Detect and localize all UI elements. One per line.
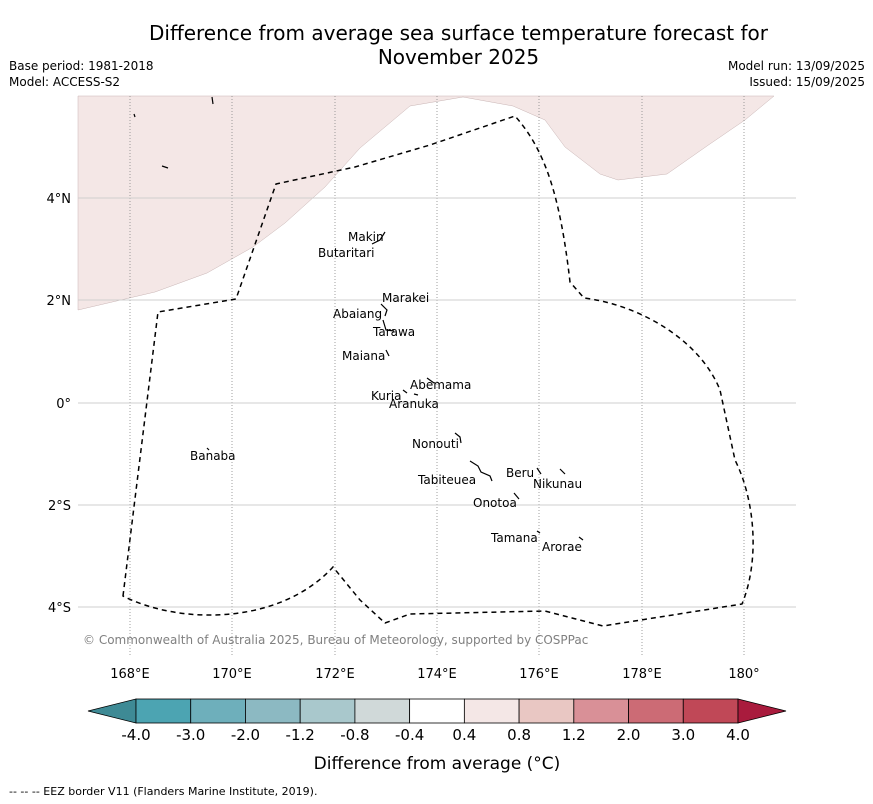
lat-gridlines xyxy=(78,197,796,608)
island-label: Abaiang xyxy=(333,307,382,321)
lat-tick-labels: 4°N 2°N 0° 2°S 4°S xyxy=(47,192,72,616)
colorbar-segment xyxy=(245,698,301,724)
colorbar-segment xyxy=(628,698,684,724)
colorbar-segment xyxy=(518,698,575,724)
lat-tick-label: 4°N xyxy=(47,192,72,207)
colorbar-segment xyxy=(190,698,246,724)
island-outline xyxy=(513,492,520,500)
island-label: Kuria xyxy=(371,389,402,403)
colorbar-segment xyxy=(354,698,411,724)
island-outline xyxy=(536,467,542,475)
lon-gridlines xyxy=(129,96,745,656)
lat-tick-label: 0° xyxy=(56,397,71,412)
colorbar-tick-label: 3.0 xyxy=(671,726,695,744)
colorbar-tick-label: -3.0 xyxy=(176,726,205,744)
colorbar xyxy=(87,698,787,724)
colorbar-tick-label: -0.4 xyxy=(395,726,424,744)
lon-tick-label: 176°E xyxy=(519,667,559,682)
lat-tick-label: 4°S xyxy=(48,601,71,616)
island-outline xyxy=(206,447,210,451)
colorbar-segment xyxy=(463,698,520,724)
model-run: Model run: 13/09/2025 xyxy=(727,59,865,73)
island-outline xyxy=(402,389,419,396)
colorbar-segment xyxy=(409,698,465,724)
island-label: Tabiteuea xyxy=(417,473,476,487)
island-outlines xyxy=(133,96,584,541)
model-name: Model: ACCESS-S2 xyxy=(9,75,121,89)
map-title: Difference from average sea surface temp… xyxy=(148,21,768,69)
colorbar-tick-label: -0.8 xyxy=(340,726,369,744)
anomaly-shading xyxy=(77,95,775,311)
colorbar-tick-label: -1.2 xyxy=(286,726,315,744)
island-outline xyxy=(211,96,214,105)
island-outline xyxy=(454,432,462,444)
island-outline xyxy=(382,319,395,332)
colorbar-extend-low xyxy=(87,698,137,724)
colorbar-tick-label: -2.0 xyxy=(231,726,260,744)
base-period: Base period: 1981-2018 xyxy=(9,59,154,73)
island-outline xyxy=(536,530,541,534)
colorbar-extend-high xyxy=(737,698,787,724)
lon-tick-label: 180° xyxy=(728,667,759,682)
island-outline xyxy=(385,349,390,357)
island-labels: Makin Butaritari Marakei Abaiang Tarawa … xyxy=(190,230,582,554)
island-label: Butaritari xyxy=(318,246,375,260)
lat-tick-label: 2°S xyxy=(48,499,71,514)
island-label: Marakei xyxy=(382,291,429,305)
colorbar-segment xyxy=(299,698,356,724)
colorbar-tick-label: 0.8 xyxy=(507,726,531,744)
issued-date: Issued: 15/09/2025 xyxy=(749,75,865,89)
colorbar-tick-label: -4.0 xyxy=(121,726,150,744)
colorbar-title: Difference from average (°C) xyxy=(314,754,561,774)
colorbar-segment xyxy=(135,698,192,724)
meta-left: Base period: 1981-2018 Model: ACCESS-S2 xyxy=(9,58,154,90)
island-label: Onotoa xyxy=(473,496,517,510)
island-label: Nonouti xyxy=(412,437,459,451)
island-label: Banaba xyxy=(190,449,236,463)
eez-border xyxy=(122,115,754,627)
island-label: Tamana xyxy=(490,531,538,545)
lat-tick-label: 2°N xyxy=(47,294,72,309)
island-outline xyxy=(426,377,435,384)
colorbar-segment xyxy=(573,698,629,724)
lon-tick-labels: 168°E 170°E 172°E 174°E 176°E 178°E 180° xyxy=(110,667,759,682)
colorbar-tick-label: 1.2 xyxy=(562,726,586,744)
island-outline xyxy=(469,460,493,482)
island-label: Tarawa xyxy=(372,325,415,339)
island-outline xyxy=(161,165,169,169)
lon-tick-label: 178°E xyxy=(622,667,662,682)
copyright-text: © Commonwealth of Australia 2025, Bureau… xyxy=(83,633,588,647)
colorbar-segment xyxy=(682,698,739,724)
colorbar-tick-label: 4.0 xyxy=(726,726,750,744)
colorbar-labels: -4.0 -3.0 -2.0 -1.2 -0.8 -0.4 0.4 0.8 1.2 2.0 3.0 4… xyxy=(121,726,750,744)
lon-tick-label: 174°E xyxy=(417,667,457,682)
lon-tick-label: 172°E xyxy=(315,667,355,682)
island-label: Arorae xyxy=(542,540,582,554)
eez-legend-note: -- -- -- EEZ border V11 (Flanders Marine… xyxy=(9,785,318,798)
island-outline xyxy=(578,536,584,541)
island-label: Abemama xyxy=(410,378,471,392)
island-label: Aranuka xyxy=(389,397,439,411)
island-outline xyxy=(380,303,388,317)
island-outline xyxy=(371,231,386,245)
colorbar-tick-label: 2.0 xyxy=(617,726,641,744)
island-label: Makin xyxy=(348,230,384,244)
island-label: Beru xyxy=(506,466,534,480)
meta-right: Model run: 13/09/2025 Issued: 15/09/2025 xyxy=(728,58,865,90)
island-outline xyxy=(133,113,136,118)
lon-tick-label: 168°E xyxy=(110,667,150,682)
island-label: Maiana xyxy=(342,349,385,363)
island-outline xyxy=(559,468,566,475)
lon-tick-label: 170°E xyxy=(212,667,252,682)
island-label: Nikunau xyxy=(533,477,582,491)
colorbar-tick-label: 0.4 xyxy=(452,726,476,744)
